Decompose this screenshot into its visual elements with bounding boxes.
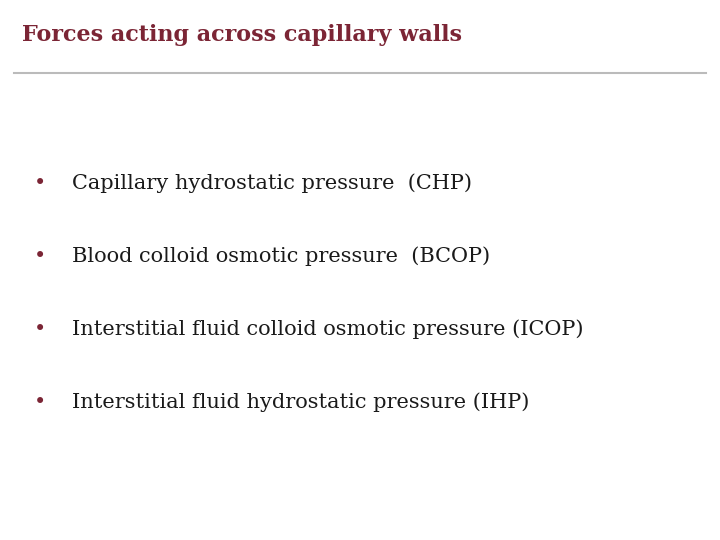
Text: Interstitial fluid colloid osmotic pressure (ICOP): Interstitial fluid colloid osmotic press… <box>72 320 583 339</box>
Text: Forces acting across capillary walls: Forces acting across capillary walls <box>22 24 462 46</box>
Text: Blood colloid osmotic pressure  (BCOP): Blood colloid osmotic pressure (BCOP) <box>72 247 490 266</box>
Text: •: • <box>33 247 46 266</box>
Text: •: • <box>33 393 46 412</box>
Text: Interstitial fluid hydrostatic pressure (IHP): Interstitial fluid hydrostatic pressure … <box>72 393 529 412</box>
Text: •: • <box>33 174 46 193</box>
Text: Capillary hydrostatic pressure  (CHP): Capillary hydrostatic pressure (CHP) <box>72 174 472 193</box>
Text: •: • <box>33 320 46 339</box>
